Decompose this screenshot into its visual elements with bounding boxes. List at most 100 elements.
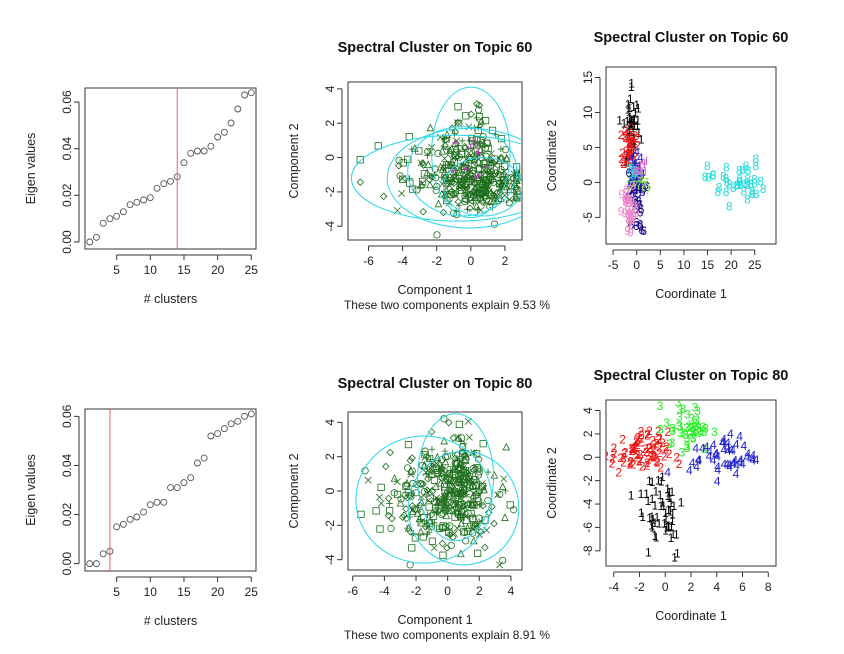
- data-point: [481, 543, 489, 552]
- data-point: [439, 208, 448, 217]
- cluster-label-mark: 2: [619, 146, 626, 160]
- eigen-point: [193, 147, 201, 155]
- data-point: [445, 528, 453, 537]
- cluster-label-mark: 9: [626, 196, 633, 210]
- cluster-label-mark: 5: [636, 165, 643, 179]
- cluster-label-mark: 3: [685, 420, 692, 434]
- cluster-label-mark: 2: [647, 446, 654, 460]
- data-point: [482, 191, 491, 200]
- cluster-label-mark: 3: [688, 411, 695, 425]
- cluster-label-mark: 2: [644, 456, 651, 470]
- data-point: [426, 180, 434, 189]
- cluster-label-mark: 1: [635, 126, 642, 140]
- cluster-label-mark: 2: [653, 455, 660, 469]
- cluster-label-mark: 2: [629, 135, 636, 149]
- cluster-label-mark: 1: [634, 119, 641, 133]
- data-point: [441, 167, 449, 176]
- cluster-label-mark: 2: [626, 150, 633, 164]
- cluster-label-mark: 4: [630, 160, 637, 174]
- cluster-label-mark: 1: [656, 516, 663, 530]
- data-point: [393, 490, 402, 499]
- data-point: [451, 497, 459, 504]
- cluster-label-mark: 1: [621, 116, 628, 130]
- cluster-label-mark: 4: [631, 156, 638, 170]
- cluster-label-mark: 4: [693, 460, 700, 474]
- cluster-label-mark: 1: [630, 113, 637, 127]
- data-point: [450, 179, 458, 188]
- data-point: [465, 153, 474, 161]
- cluster-label-mark: 1: [630, 100, 637, 114]
- eigen-point: [126, 516, 134, 523]
- cluster-label-mark: 2: [631, 150, 638, 164]
- data-point: [469, 491, 478, 499]
- cluster-label-mark: 1: [667, 504, 674, 518]
- data-point: [441, 447, 449, 455]
- cluster-label-mark: 1: [631, 119, 638, 133]
- cluster-label-mark: 3: [628, 174, 635, 188]
- cluster-label-mark: 4: [714, 463, 721, 477]
- data-point: [440, 472, 448, 480]
- cluster-label-mark: 8: [743, 159, 750, 173]
- data-point: [421, 451, 429, 459]
- cluster-label-mark: 1: [645, 494, 652, 508]
- data-point: [438, 524, 446, 532]
- cluster-label-mark: 2: [629, 135, 636, 149]
- y-tick-label: 0.04: [60, 137, 74, 161]
- cluster-label-mark: 1: [630, 114, 637, 128]
- data-point: [481, 180, 489, 188]
- cluster-label-mark: 1: [657, 488, 664, 502]
- cluster-label-mark: 1: [628, 113, 635, 127]
- data-point: [490, 191, 499, 200]
- cluster-label-mark: 2: [618, 152, 625, 166]
- cluster-label-mark: 1: [659, 470, 666, 484]
- data-point: [413, 504, 422, 513]
- data-point: [460, 170, 469, 179]
- data-point: [478, 480, 486, 488]
- data-point: [451, 530, 458, 538]
- cluster-label-mark: 3: [689, 425, 696, 439]
- cluster-label-mark: 4: [636, 175, 643, 189]
- cluster-label-mark: 5: [632, 166, 639, 180]
- cluster-label-mark: 9: [631, 200, 638, 214]
- data-point: [431, 165, 439, 173]
- data-point: [484, 144, 492, 152]
- cluster-label-mark: 9: [622, 195, 629, 209]
- data-point: [394, 161, 403, 170]
- cluster-label-mark: 2: [638, 428, 645, 442]
- cluster-label-mark: 2: [626, 135, 633, 149]
- eigen-point: [160, 180, 168, 188]
- cluster-label-mark: 1: [664, 482, 671, 496]
- data-point: [460, 484, 468, 493]
- data-point: [462, 112, 470, 120]
- data-point: [501, 513, 509, 521]
- cluster-label-mark: 8: [740, 184, 747, 198]
- data-point: [475, 468, 483, 476]
- cluster-label-mark: 4: [628, 152, 635, 166]
- cluster-label-mark: 9: [624, 193, 631, 207]
- cluster-ellipse: [443, 157, 522, 217]
- data-point: [458, 150, 466, 159]
- cluster-label-mark: 2: [622, 124, 629, 138]
- data-point: [496, 561, 504, 569]
- x-tick-label: 20: [211, 263, 225, 277]
- data-point: [513, 185, 521, 193]
- cluster-label-mark: 8: [739, 163, 746, 177]
- data-point: [424, 160, 433, 169]
- cluster-label-mark: 2: [653, 437, 660, 451]
- data-point: [481, 191, 489, 199]
- cluster-label-mark: 2: [637, 452, 644, 466]
- cluster-label-mark: 2: [656, 446, 663, 460]
- eigen-point: [200, 454, 208, 462]
- data-point: [454, 198, 463, 206]
- cluster-label-mark: 1: [623, 154, 630, 168]
- data-point: [500, 173, 507, 180]
- data-point: [458, 186, 466, 194]
- y-axis: -4 -2 0 2 4: [323, 419, 343, 565]
- cluster-label-mark: 1: [626, 137, 633, 151]
- cluster-label-mark: 1: [658, 499, 665, 513]
- y-axis-label: Eigen values: [24, 133, 38, 205]
